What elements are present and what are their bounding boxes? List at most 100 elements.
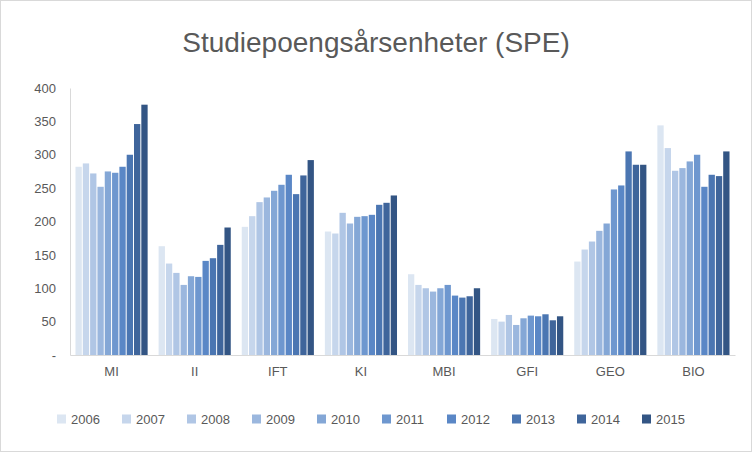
bar (173, 273, 179, 355)
bar (459, 298, 465, 355)
y-tick-label: 150 (34, 248, 56, 263)
bar (520, 318, 526, 355)
bar (361, 216, 367, 355)
bar (528, 316, 534, 355)
legend-item: 2015 (642, 412, 685, 427)
y-tick: 100 (34, 281, 70, 296)
bar (452, 296, 458, 355)
legend-swatch (642, 415, 651, 424)
bar (134, 124, 140, 355)
bar (286, 175, 292, 355)
bar (665, 148, 671, 355)
y-tick: 400 (34, 81, 70, 96)
legend-item: 2006 (57, 412, 100, 427)
x-tick-label: MI (104, 364, 118, 379)
x-tick-label: IFT (268, 364, 288, 379)
bar (325, 232, 331, 355)
x-axis: MI II IFT KI MBI GFI GEO BIO (71, 355, 736, 379)
bar (90, 173, 96, 355)
bar (423, 288, 429, 355)
legend-swatch (577, 415, 586, 424)
bar (376, 205, 382, 355)
series (134, 124, 722, 355)
bar (141, 105, 147, 355)
series (127, 151, 715, 355)
legend-item: 2010 (317, 412, 360, 427)
bar (278, 185, 284, 355)
bar (224, 228, 230, 355)
legend-swatch (252, 415, 261, 424)
bar (611, 189, 617, 355)
legend-label: 2008 (201, 412, 230, 427)
legend-label: 2013 (526, 412, 555, 427)
legend-item: 2008 (187, 412, 230, 427)
x-tick-label: KI (355, 364, 367, 379)
legend-label: 2015 (656, 412, 685, 427)
bar (506, 315, 512, 355)
legend-label: 2012 (461, 412, 490, 427)
bar (672, 171, 678, 355)
bar (354, 217, 360, 355)
bar (589, 242, 595, 355)
y-axis-line (70, 89, 71, 356)
bar (701, 187, 707, 355)
bar (300, 175, 306, 355)
bar (716, 176, 722, 355)
x-tick-label: II (191, 364, 198, 379)
legend-swatch (317, 415, 326, 424)
bars (75, 105, 729, 355)
bar (217, 245, 223, 355)
bar (535, 316, 541, 355)
legend-item: 2013 (512, 412, 555, 427)
y-tick-label: - (52, 348, 56, 363)
bar (633, 165, 639, 355)
series (119, 167, 707, 355)
x-tick: GEO (596, 355, 625, 379)
y-axis: -50100150200250300350400 (34, 81, 70, 363)
bar (467, 296, 473, 355)
bar (75, 167, 81, 355)
chart-title: Studiepoengsårsenheter (SPE) (182, 27, 570, 58)
x-tick: GFI (516, 355, 538, 379)
chart-border (1, 1, 752, 452)
legend-swatch (122, 415, 131, 424)
x-tick: BIO (682, 355, 704, 379)
legend-swatch (57, 415, 66, 424)
x-tick-label: GEO (596, 364, 625, 379)
y-tick-label: 300 (34, 147, 56, 162)
bar (640, 165, 646, 355)
bar (347, 224, 353, 355)
bar (430, 292, 436, 355)
bar (408, 274, 414, 355)
legend-label: 2011 (396, 412, 424, 427)
bar (181, 285, 187, 355)
bar (415, 285, 421, 355)
bar (513, 325, 519, 355)
y-tick-label: 400 (34, 81, 56, 96)
legend-item: 2011 (382, 412, 424, 427)
series (83, 148, 671, 355)
bar (256, 202, 262, 355)
bar (445, 285, 451, 355)
bar (97, 187, 103, 355)
bar (550, 320, 556, 355)
bar (679, 168, 685, 355)
legend-swatch (447, 415, 456, 424)
bar (339, 213, 345, 355)
bar (723, 151, 729, 355)
x-tick: MI (104, 355, 118, 379)
legend-label: 2009 (266, 412, 295, 427)
x-tick-label: GFI (516, 364, 538, 379)
x-axis-line (71, 355, 736, 356)
x-tick: MBI (433, 355, 456, 379)
bar (308, 160, 314, 355)
x-tick: IFT (268, 355, 288, 379)
bar (105, 171, 111, 355)
bar (293, 194, 299, 355)
legend-item: 2009 (252, 412, 295, 427)
series (112, 155, 700, 355)
bar (574, 262, 580, 355)
bar (491, 319, 497, 355)
bar (557, 316, 563, 355)
x-tick-label: MBI (433, 364, 456, 379)
